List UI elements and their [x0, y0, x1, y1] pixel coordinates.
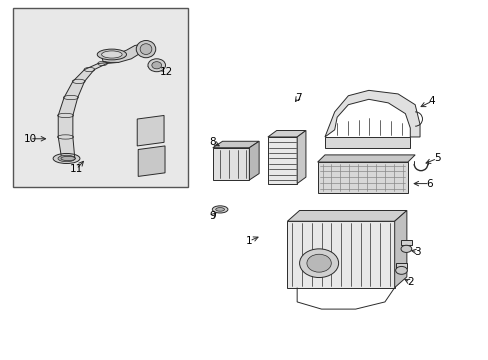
- Polygon shape: [325, 137, 409, 148]
- Ellipse shape: [58, 155, 75, 162]
- Text: 3: 3: [413, 247, 420, 257]
- Polygon shape: [138, 146, 164, 176]
- Polygon shape: [267, 131, 305, 137]
- Ellipse shape: [212, 206, 227, 213]
- Ellipse shape: [140, 44, 152, 54]
- Polygon shape: [58, 62, 119, 158]
- Polygon shape: [249, 141, 259, 180]
- Ellipse shape: [53, 153, 80, 163]
- Text: 2: 2: [406, 277, 413, 287]
- Polygon shape: [212, 148, 249, 180]
- Polygon shape: [317, 162, 407, 193]
- Circle shape: [306, 254, 330, 272]
- Polygon shape: [287, 211, 406, 221]
- Text: 7: 7: [294, 93, 301, 103]
- Circle shape: [152, 62, 161, 69]
- Ellipse shape: [102, 51, 122, 58]
- FancyBboxPatch shape: [13, 8, 188, 187]
- Polygon shape: [267, 137, 297, 184]
- Text: 10: 10: [23, 134, 37, 144]
- Polygon shape: [325, 90, 419, 137]
- Text: 5: 5: [433, 153, 440, 163]
- Polygon shape: [317, 155, 414, 162]
- Text: 12: 12: [160, 67, 173, 77]
- Ellipse shape: [400, 245, 411, 252]
- Ellipse shape: [395, 266, 407, 274]
- Ellipse shape: [97, 49, 126, 60]
- Text: 9: 9: [209, 211, 216, 221]
- Text: 11: 11: [69, 164, 83, 174]
- Polygon shape: [212, 141, 259, 148]
- Text: 1: 1: [245, 236, 252, 246]
- Ellipse shape: [136, 41, 156, 58]
- Polygon shape: [400, 240, 411, 245]
- Polygon shape: [287, 221, 394, 288]
- Text: 8: 8: [209, 138, 216, 147]
- Ellipse shape: [215, 208, 224, 211]
- Polygon shape: [137, 116, 163, 146]
- Polygon shape: [395, 263, 407, 267]
- Polygon shape: [297, 131, 305, 184]
- Text: 4: 4: [428, 96, 435, 106]
- Circle shape: [299, 249, 338, 278]
- Text: 6: 6: [426, 179, 432, 189]
- Polygon shape: [102, 44, 147, 62]
- Polygon shape: [394, 211, 406, 288]
- Circle shape: [148, 59, 165, 72]
